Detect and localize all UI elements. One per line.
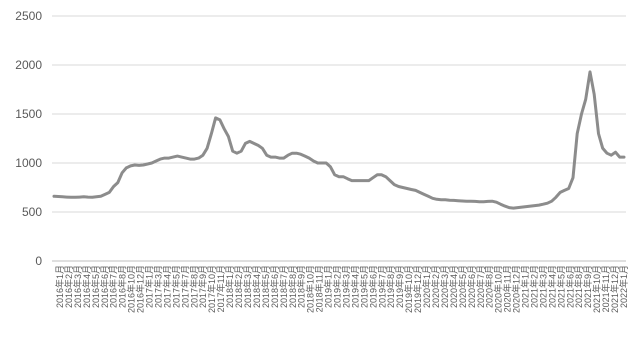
x-tick-label: 2020年7月 bbox=[475, 265, 486, 308]
x-tick-label: 2022年1月 bbox=[618, 265, 629, 308]
series-layer bbox=[52, 70, 626, 210]
x-tick-label: 2021年11月 bbox=[600, 265, 611, 312]
x-tick-label: 2019年12月 bbox=[412, 265, 423, 313]
x-tick-label: 2019年4月 bbox=[349, 265, 360, 308]
x-tick-label: 2019年3月 bbox=[340, 265, 351, 308]
x-tick-label: 2020年8月 bbox=[484, 265, 495, 308]
x-tick-label: 2018年8月 bbox=[287, 265, 298, 308]
x-tick-label: 2016年6月 bbox=[99, 265, 110, 308]
x-tick-label: 2019年1月 bbox=[323, 265, 334, 308]
x-tick-label: 2020年3月 bbox=[439, 265, 450, 308]
x-tick-label: 2017年7月 bbox=[179, 265, 190, 308]
x-tick-label: 2019年6月 bbox=[367, 265, 378, 308]
x-tick-label: 2018年3月 bbox=[242, 265, 253, 308]
y-tick-label: 1500 bbox=[15, 107, 42, 121]
x-tick-label: 2021年9月 bbox=[582, 265, 593, 308]
x-tick-label: 2017年1月 bbox=[144, 265, 155, 308]
x-tick-label: 2021年10月 bbox=[591, 265, 602, 313]
x-tick-label: 2021年3月 bbox=[537, 265, 548, 308]
x-tick-label: 2017年8月 bbox=[188, 265, 199, 308]
x-tick-label: 2020年5月 bbox=[457, 265, 468, 308]
x-tick-label: 2016年4月 bbox=[81, 265, 92, 308]
x-tick-label: 2016年5月 bbox=[90, 265, 101, 308]
x-tick-label: 2016年8月 bbox=[117, 265, 128, 308]
y-axis-ticks: 0 500 1000 1500 2000 2500 bbox=[15, 9, 42, 268]
x-tick-label: 2020年6月 bbox=[466, 265, 477, 308]
x-tick-label: 2019年10月 bbox=[403, 265, 414, 313]
x-tick-label: 2019年2月 bbox=[332, 265, 343, 308]
x-tick-label: 2021年12月 bbox=[609, 265, 620, 313]
gridlines bbox=[52, 15, 626, 262]
y-tick-label: 0 bbox=[35, 254, 42, 268]
x-tick-label: 2017年5月 bbox=[170, 265, 181, 308]
x-tick-label: 2016年2月 bbox=[63, 265, 74, 308]
x-tick-label: 2018年10月 bbox=[305, 265, 316, 313]
x-tick-label: 2019年8月 bbox=[385, 265, 396, 308]
x-tick-label: 2020年12月 bbox=[511, 265, 522, 313]
x-tick-label: 2019年7月 bbox=[376, 265, 387, 308]
x-tick-label: 2018年4月 bbox=[251, 265, 262, 308]
x-tick-label: 2020年2月 bbox=[430, 265, 441, 308]
x-tick-label: 2021年6月 bbox=[564, 265, 575, 308]
x-tick-label: 2017年4月 bbox=[161, 265, 172, 308]
y-tick-label: 1000 bbox=[15, 156, 42, 170]
x-tick-label: 2018年5月 bbox=[260, 265, 271, 308]
x-tick-label: 2020年11月 bbox=[502, 265, 513, 312]
x-tick-label: 2018年9月 bbox=[296, 265, 307, 308]
x-tick-label: 2020年1月 bbox=[421, 265, 432, 308]
x-tick-label: 2021年4月 bbox=[546, 265, 557, 308]
y-tick-label: 500 bbox=[22, 205, 42, 219]
x-tick-label: 2016年7月 bbox=[108, 265, 119, 308]
y-tick-label: 2500 bbox=[15, 9, 42, 23]
x-tick-label: 2017年10月 bbox=[206, 265, 217, 313]
x-tick-label: 2018年11月 bbox=[314, 265, 325, 312]
x-tick-label: 2016年10月 bbox=[126, 265, 137, 313]
y-tick-label: 2000 bbox=[15, 58, 42, 72]
x-tick-label: 2021年1月 bbox=[520, 265, 531, 308]
x-tick-label: 2018年7月 bbox=[278, 265, 289, 308]
x-axis-ticks: 2016年1月2016年2月2016年3月2016年4月2016年5月2016年… bbox=[54, 265, 629, 313]
x-tick-label: 2020年10月 bbox=[493, 265, 504, 313]
x-tick-label: 2017年3月 bbox=[152, 265, 163, 308]
x-tick-label: 2018年6月 bbox=[269, 265, 280, 308]
x-tick-label: 2016年12月 bbox=[135, 265, 146, 313]
series-line bbox=[52, 70, 626, 210]
x-tick-label: 2021年5月 bbox=[555, 265, 566, 308]
x-tick-label: 2016年1月 bbox=[54, 265, 65, 308]
x-tick-label: 2021年8月 bbox=[573, 265, 584, 308]
x-tick-label: 2018年1月 bbox=[224, 265, 235, 308]
x-tick-label: 2020年4月 bbox=[448, 265, 459, 308]
x-tick-label: 2021年2月 bbox=[528, 265, 539, 308]
x-tick-label: 2018年2月 bbox=[233, 265, 244, 308]
x-tick-label: 2019年9月 bbox=[394, 265, 405, 308]
x-tick-label: 2017年11月 bbox=[215, 265, 226, 312]
x-tick-label: 2016年3月 bbox=[72, 265, 83, 308]
x-tick-label: 2019年5月 bbox=[358, 265, 369, 308]
x-tick-label: 2017年9月 bbox=[197, 265, 208, 308]
